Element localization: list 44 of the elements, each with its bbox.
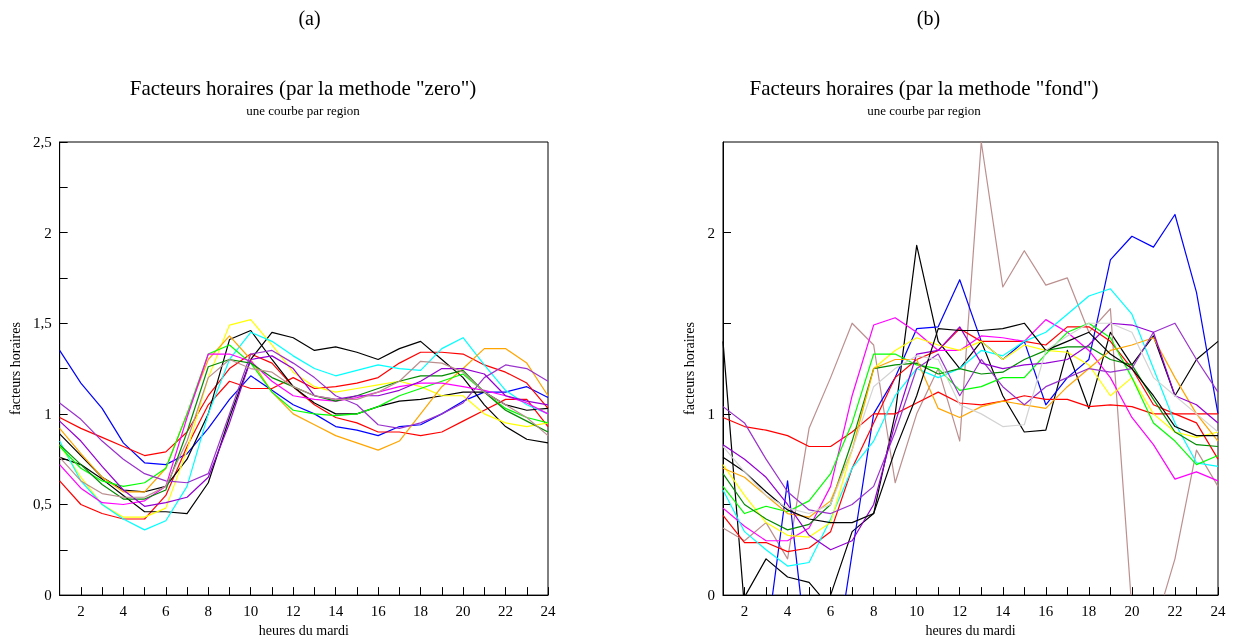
y-tick-label: 0,5 [32, 496, 52, 513]
y-tick-label: 2 [707, 224, 715, 241]
x-tick-label: 18 [413, 602, 429, 619]
y-tick-label: 1,5 [32, 315, 52, 332]
x-tick-label: 18 [1081, 602, 1097, 619]
x-tick-label: 10 [909, 602, 925, 619]
chart-subtitle: une courbe par region [246, 103, 361, 118]
chart-title: Facteurs horaires (par la methode "zero") [129, 75, 477, 100]
x-tick-label: 4 [119, 602, 128, 619]
x-tick-label: 2 [740, 602, 749, 619]
y-axis-title: facteurs horaires [7, 322, 23, 415]
text: (b) [916, 7, 941, 30]
x-tick-label: 10 [243, 602, 259, 619]
y-tick-label: 0 [44, 587, 52, 604]
x-tick-label: 16 [1038, 602, 1054, 619]
x-tick-label: 2 [77, 602, 85, 619]
chart-title: Facteurs horaires (par la methode "fond") [749, 75, 1099, 100]
x-tick-label: 6 [162, 602, 171, 619]
x-tick-label: 20 [455, 602, 471, 619]
x-tick-label: 24 [1210, 602, 1226, 619]
x-tick-label: 6 [826, 602, 835, 619]
chart-subtitle: une courbe par region [867, 103, 982, 118]
y-tick-label: 2 [44, 224, 52, 241]
x-tick-label: 8 [869, 602, 878, 619]
text: (a) [298, 7, 321, 30]
y-tick-label: 1 [44, 405, 52, 422]
y-axis-title: facteurs horaires [682, 322, 698, 415]
x-tick-label: 8 [204, 602, 213, 619]
x-axis-title: heures du mardi [925, 622, 1016, 638]
y-tick-label: 0 [707, 587, 715, 604]
x-tick-label: 14 [995, 602, 1011, 619]
y-tick-label: 2,5 [32, 134, 52, 150]
x-tick-label: 24 [540, 602, 556, 619]
x-tick-label: 12 [952, 602, 968, 619]
x-tick-label: 16 [370, 602, 387, 619]
x-tick-label: 20 [1124, 602, 1140, 619]
y-tick-label: 1 [707, 405, 715, 422]
x-tick-label: 22 [498, 602, 514, 619]
x-tick-label: 22 [1167, 602, 1183, 619]
x-tick-label: 12 [285, 602, 301, 619]
x-tick-label: 14 [328, 602, 344, 619]
x-tick-label: 4 [783, 602, 792, 619]
line-series [722, 288, 1219, 567]
x-axis-title: heures du mardi [258, 622, 350, 638]
